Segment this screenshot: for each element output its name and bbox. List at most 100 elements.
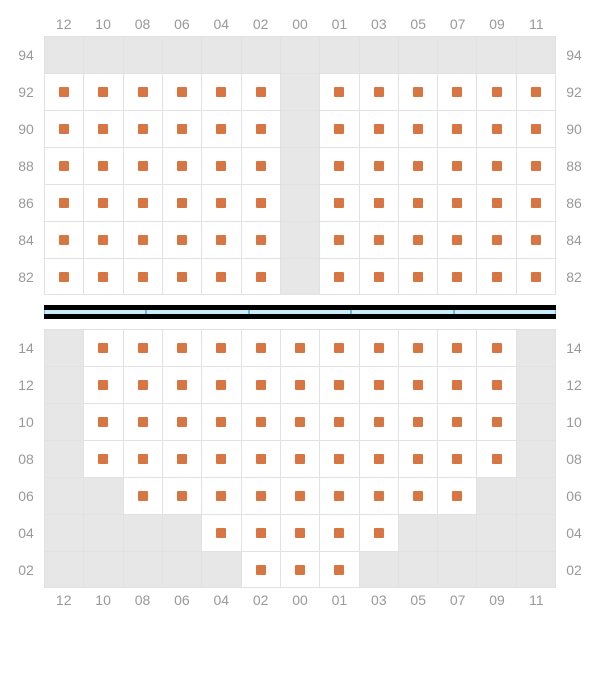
seat-cell[interactable] <box>162 258 201 295</box>
seat-cell[interactable] <box>359 477 398 514</box>
seat-cell[interactable] <box>44 147 83 184</box>
seat-cell[interactable] <box>44 221 83 258</box>
seat-cell[interactable] <box>123 258 162 295</box>
seat-cell[interactable] <box>241 258 280 295</box>
seat-cell[interactable] <box>44 184 83 221</box>
seat-cell[interactable] <box>83 221 122 258</box>
seat-cell[interactable] <box>44 73 83 110</box>
seat-cell[interactable] <box>359 147 398 184</box>
seat-cell[interactable] <box>241 366 280 403</box>
seat-cell[interactable] <box>162 477 201 514</box>
seat-cell[interactable] <box>162 403 201 440</box>
seat-cell[interactable] <box>476 147 515 184</box>
seat-cell[interactable] <box>123 221 162 258</box>
seat-cell[interactable] <box>319 184 358 221</box>
seat-cell[interactable] <box>83 184 122 221</box>
seat-cell[interactable] <box>241 329 280 366</box>
seat-cell[interactable] <box>359 258 398 295</box>
seat-cell[interactable] <box>201 366 240 403</box>
seat-cell[interactable] <box>201 258 240 295</box>
seat-cell[interactable] <box>241 73 280 110</box>
seat-cell[interactable] <box>241 440 280 477</box>
seat-cell[interactable] <box>201 221 240 258</box>
seat-cell[interactable] <box>398 477 437 514</box>
seat-cell[interactable] <box>201 403 240 440</box>
seat-cell[interactable] <box>83 258 122 295</box>
seat-cell[interactable] <box>319 258 358 295</box>
seat-cell[interactable] <box>201 329 240 366</box>
seat-cell[interactable] <box>319 551 358 588</box>
seat-cell[interactable] <box>437 329 476 366</box>
seat-cell[interactable] <box>516 184 556 221</box>
seat-cell[interactable] <box>162 73 201 110</box>
seat-cell[interactable] <box>201 73 240 110</box>
seat-cell[interactable] <box>241 514 280 551</box>
seat-cell[interactable] <box>83 147 122 184</box>
seat-cell[interactable] <box>241 184 280 221</box>
seat-cell[interactable] <box>319 366 358 403</box>
seat-cell[interactable] <box>123 184 162 221</box>
seat-cell[interactable] <box>437 184 476 221</box>
seat-cell[interactable] <box>123 403 162 440</box>
seat-cell[interactable] <box>201 477 240 514</box>
seat-cell[interactable] <box>162 221 201 258</box>
seat-cell[interactable] <box>44 258 83 295</box>
seat-cell[interactable] <box>162 329 201 366</box>
seat-cell[interactable] <box>359 73 398 110</box>
seat-cell[interactable] <box>44 110 83 147</box>
seat-cell[interactable] <box>241 403 280 440</box>
seat-cell[interactable] <box>280 329 319 366</box>
seat-cell[interactable] <box>201 440 240 477</box>
seat-cell[interactable] <box>319 73 358 110</box>
seat-cell[interactable] <box>123 477 162 514</box>
seat-cell[interactable] <box>241 221 280 258</box>
seat-cell[interactable] <box>516 147 556 184</box>
seat-cell[interactable] <box>123 366 162 403</box>
seat-cell[interactable] <box>437 110 476 147</box>
seat-cell[interactable] <box>123 73 162 110</box>
seat-cell[interactable] <box>83 366 122 403</box>
seat-cell[interactable] <box>359 221 398 258</box>
seat-cell[interactable] <box>476 366 515 403</box>
seat-cell[interactable] <box>437 73 476 110</box>
seat-cell[interactable] <box>359 110 398 147</box>
seat-cell[interactable] <box>123 110 162 147</box>
seat-cell[interactable] <box>319 514 358 551</box>
seat-cell[interactable] <box>280 477 319 514</box>
seat-cell[interactable] <box>201 514 240 551</box>
seat-cell[interactable] <box>83 73 122 110</box>
seat-cell[interactable] <box>280 403 319 440</box>
seat-cell[interactable] <box>241 551 280 588</box>
seat-cell[interactable] <box>201 184 240 221</box>
seat-cell[interactable] <box>359 366 398 403</box>
seat-cell[interactable] <box>476 73 515 110</box>
seat-cell[interactable] <box>319 221 358 258</box>
seat-cell[interactable] <box>398 366 437 403</box>
seat-cell[interactable] <box>516 221 556 258</box>
seat-cell[interactable] <box>437 440 476 477</box>
seat-cell[interactable] <box>319 440 358 477</box>
seat-cell[interactable] <box>398 329 437 366</box>
seat-cell[interactable] <box>162 147 201 184</box>
seat-cell[interactable] <box>280 366 319 403</box>
seat-cell[interactable] <box>319 110 358 147</box>
seat-cell[interactable] <box>359 440 398 477</box>
seat-cell[interactable] <box>476 110 515 147</box>
seat-cell[interactable] <box>83 440 122 477</box>
seat-cell[interactable] <box>476 403 515 440</box>
seat-cell[interactable] <box>359 403 398 440</box>
seat-cell[interactable] <box>201 147 240 184</box>
seat-cell[interactable] <box>162 184 201 221</box>
seat-cell[interactable] <box>476 329 515 366</box>
seat-cell[interactable] <box>162 366 201 403</box>
seat-cell[interactable] <box>516 110 556 147</box>
seat-cell[interactable] <box>201 110 240 147</box>
seat-cell[interactable] <box>280 551 319 588</box>
seat-cell[interactable] <box>437 258 476 295</box>
seat-cell[interactable] <box>83 403 122 440</box>
seat-cell[interactable] <box>398 110 437 147</box>
seat-cell[interactable] <box>319 477 358 514</box>
seat-cell[interactable] <box>319 403 358 440</box>
seat-cell[interactable] <box>437 403 476 440</box>
seat-cell[interactable] <box>280 514 319 551</box>
